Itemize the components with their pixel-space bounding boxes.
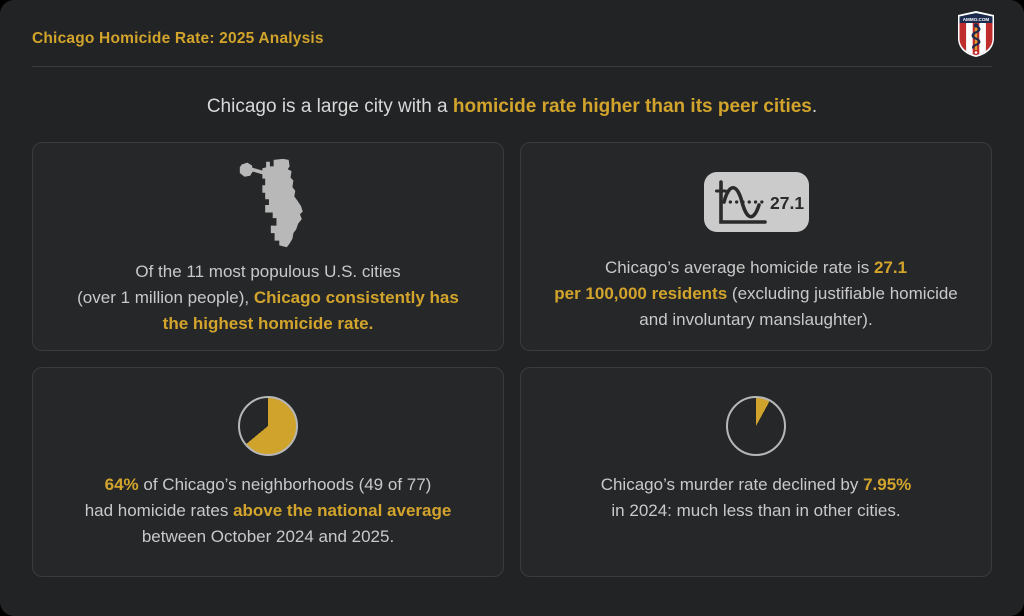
logo-text: AMMO.COM	[963, 17, 990, 22]
shield-logo-icon: AMMO.COM	[958, 11, 994, 57]
snake-icon	[971, 24, 981, 49]
card-murder-rate-decline: Chicago’s murder rate declined by 7.95% …	[520, 367, 992, 577]
header: Chicago Homicide Rate: 2025 Analysis AMM…	[0, 0, 1024, 57]
headline: Chicago is a large city with a homicide …	[206, 96, 818, 117]
chicago-map-icon	[239, 158, 303, 248]
card-text: Of the 11 most populous U.S. cities (ove…	[77, 262, 459, 333]
pie-chart-8-icon	[726, 396, 786, 456]
card-neighborhoods-above-average: 64% of Chicago’s neighborhoods (49 of 77…	[32, 367, 504, 577]
card-populous-cities: Of the 11 most populous U.S. cities (ove…	[32, 142, 504, 351]
page-title: Chicago Homicide Rate: 2025 Analysis	[32, 30, 324, 47]
stat-value: 27.1	[770, 193, 804, 213]
card-icon-area	[230, 157, 306, 251]
header-divider	[32, 66, 992, 67]
pie-chart-64-icon	[238, 396, 298, 456]
card-icon-area: 27.1	[703, 157, 809, 247]
card-text: Chicago’s murder rate declined by 7.95% …	[600, 475, 912, 520]
card-text: Chicago’s average homicide rate is 27.1 …	[554, 258, 958, 329]
logo-star	[974, 51, 978, 54]
card-text: 64% of Chicago’s neighborhoods (49 of 77…	[84, 475, 452, 546]
cards-grid: Of the 11 most populous U.S. cities (ove…	[32, 142, 992, 577]
rate-chart-icon: 27.1	[703, 172, 809, 232]
card-average-homicide-rate: 27.1 Chicago’s average homicide rate is …	[520, 142, 992, 351]
ammo-com-logo: AMMO.COM	[956, 10, 996, 58]
